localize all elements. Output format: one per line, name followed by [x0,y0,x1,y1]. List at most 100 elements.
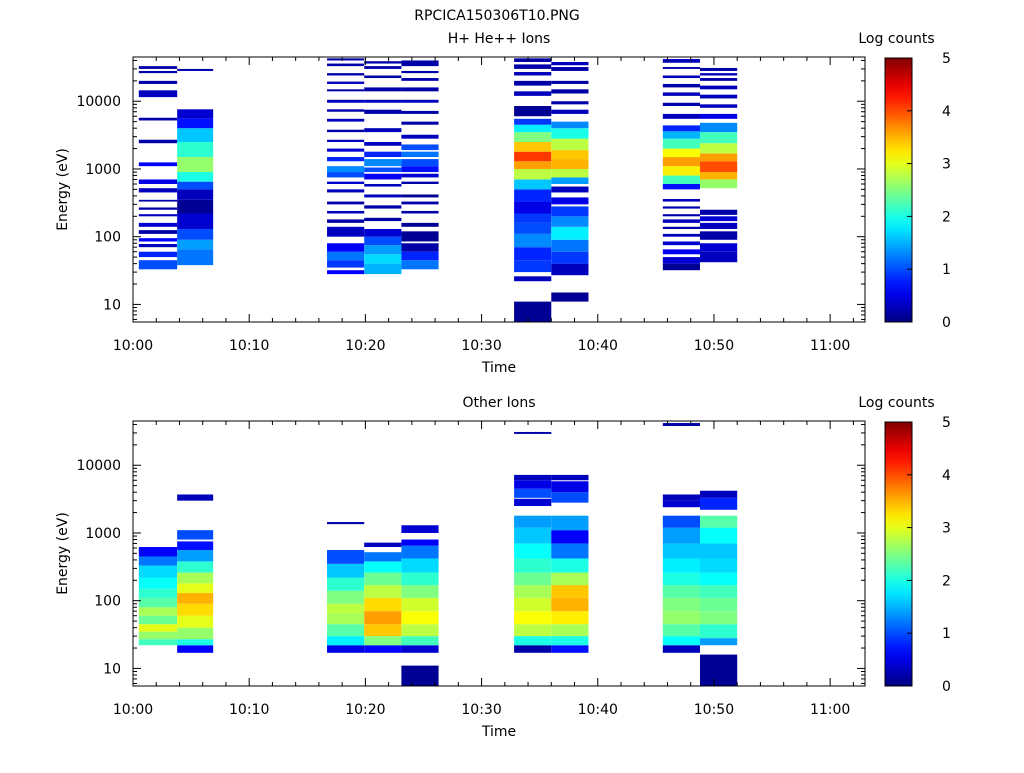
panel-1-colorbar-bar [884,57,913,323]
panel-2-data-cell [138,639,178,646]
panel-2-data-cell [177,603,214,616]
panel-2-data-cell [364,542,402,548]
panel-1-y-tick-label: 1000 [85,162,121,178]
panel-1-data-cell [514,222,552,234]
panel-1-data-cell [514,201,552,214]
panel-2-y-tick-label: 10 [103,661,121,677]
panel-2-spectrogram [138,423,738,686]
panel-1-data-cell [401,210,439,214]
panel-2-y-tick-label: 100 [94,594,121,610]
panel-2-data-cell [514,636,552,646]
panel-2-data-cell [364,624,402,637]
panel-1-data-cell [551,101,589,105]
panel-1-data-cell [551,150,589,160]
panel-2-data-cell [364,561,402,573]
panel-1-data-cell [177,181,214,190]
panel-2-data-cell [138,607,178,616]
panel-2-data-cell [700,638,738,646]
panel-2-data-cell [327,624,365,637]
panel-1-data-cell [177,118,214,129]
panel-1-data-cell [551,138,589,151]
panel-2-data-cell [551,530,589,544]
panel-1-data-cell [364,142,402,146]
panel-1-colorbar-tick-label: 2 [942,209,951,225]
panel-2-data-cell [327,522,365,525]
panel-1-data-cell [138,117,178,121]
panel-2-x-tick-label: 10:40 [578,702,618,718]
panel-1-data-cell [514,58,552,62]
panel-1-data-cell [138,207,178,210]
panel-1-data-cell [514,142,552,152]
panel-2-data-cell [177,615,214,628]
panel-1-data-cell [700,122,738,133]
panel-2-y-axis-label: Energy (eV) [55,512,71,595]
panel-1-data-cell [551,206,589,217]
panel-1-data-cell [327,219,365,223]
panel-2-plot-frame [132,420,866,687]
panel-1-data-cell [700,94,738,99]
panel-1-data-cell [364,128,402,133]
panel-2-data-cell [177,572,214,584]
panel-1-data-cell [700,67,738,71]
panel-2-data-cell [662,597,701,612]
panel-1-data-cell [327,89,365,92]
panel-1-x-tick-label: 10:00 [113,338,153,354]
panel-1-data-cell [662,233,701,237]
panel-2-data-cell [662,500,701,508]
panel-1-data-cell [401,181,439,184]
panel-2-data-cell [177,639,214,646]
panel-1-data-cell [551,61,589,66]
panel-1-data-cell [364,173,402,180]
panel-2-data-cell [662,543,701,559]
panel-2-colorbar-label: Log counts [858,395,934,411]
panel-1-data-cell [327,63,365,67]
panel-2-data-cell [514,611,552,625]
panel-1-data-cell [138,90,178,98]
panel-2-data-cell [700,515,738,528]
panel-1-data-cell [514,151,552,162]
panel-1-data-cell [662,113,701,119]
panel-2-colorbar-tick-label: 4 [942,468,951,484]
panel-1-data-cell [177,142,214,158]
panel-1-data-cell [177,157,214,173]
panel-1-colorbar-tick-label: 0 [942,315,951,331]
panel-2-data-cell [551,611,589,625]
panel-1-data-cell [700,222,738,229]
panel-1-colorbar-label: Log counts [858,31,934,47]
panel-1-data-cell [662,257,701,264]
panel-1-data-cell [662,263,701,271]
panel-2-data-cell [662,585,701,598]
panel-2-title: Other Ions [462,395,535,411]
panel-1-data-cell [551,263,589,276]
panel-2-data-cell [551,492,589,503]
panel-1-colorbar-tick-label: 4 [942,104,951,120]
panel-2-data-cell [327,563,365,578]
panel-2-data-cell [551,474,589,481]
panel-2-data-cell [138,565,178,578]
panel-1-data-cell [327,189,365,193]
panel-2-data-cell [177,541,214,551]
panel-1-title: H+ He++ Ions [448,31,551,47]
panel-2-data-cell [551,597,589,612]
panel-2-data-cell [514,597,552,612]
panel-2-data-cell [662,611,701,625]
panel-2-y-tick-label: 1000 [85,526,121,542]
panel-1-data-cell [364,254,402,264]
panel-1-data-cell [177,109,214,119]
panel-1-data-cell [138,244,178,248]
panel-2-data-cell [177,592,214,604]
panel-2-data-cell [700,490,738,498]
panel-2-data-cell [138,577,178,589]
panel-1-data-cell [177,213,214,229]
panel-2-data-cell [138,624,178,632]
panel-1-data-cell [401,151,439,158]
panel-2-data-cell [551,543,589,559]
panel-1-data-cell [138,179,178,184]
panel-1-data-cell [401,243,439,252]
panel-2-data-cell [401,572,439,586]
panel-2-data-cell [514,515,552,528]
panel-1-data-cell [327,157,365,162]
panel-1-data-cell [327,172,365,178]
panel-1-data-cell [177,172,214,182]
